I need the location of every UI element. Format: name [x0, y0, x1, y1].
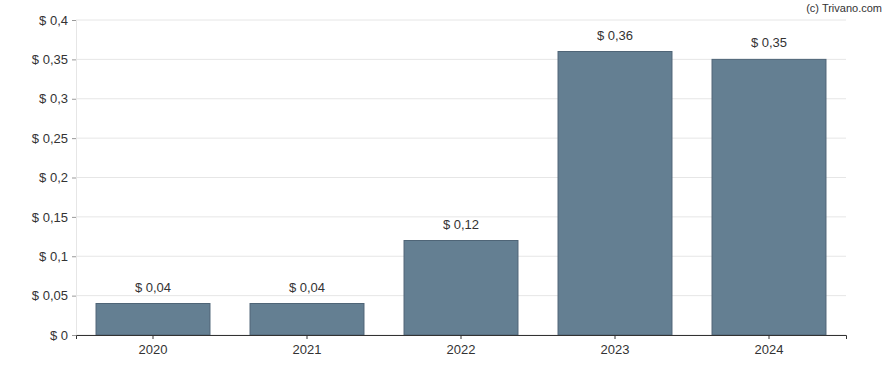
grid [76, 20, 846, 335]
y-axis: $ 0 $ 0,05 $ 0,1 $ 0,15 $ 0,2 $ 0,25 $ 0,3 $ 0,… [32, 13, 77, 343]
y-tick-label: $ 0,4 [39, 13, 68, 28]
data-label: $ 0,04 [289, 280, 325, 295]
y-tick: $ 0 [50, 328, 76, 343]
y-tick: $ 0,15 [32, 210, 76, 225]
data-label: $ 0,35 [751, 35, 787, 50]
x-tick: 2024 [755, 335, 784, 357]
y-tick-label: $ 0,1 [39, 249, 68, 264]
y-tick-mark [72, 217, 76, 218]
x-tick: 2021 [293, 335, 322, 357]
bar [558, 52, 672, 336]
y-tick: $ 0,2 [39, 170, 76, 185]
x-tick-mark [307, 335, 308, 339]
x-tick: 2023 [601, 335, 630, 357]
x-tick-label: 2024 [755, 342, 784, 357]
y-tick-mark [72, 256, 76, 257]
y-tick: $ 0,25 [32, 131, 76, 146]
x-tick-mark [615, 335, 616, 339]
y-tick-label: $ 0,15 [32, 210, 68, 225]
x-tick-label: 2023 [601, 342, 630, 357]
y-tick-label: $ 0,05 [32, 288, 68, 303]
y-tick-mark [72, 59, 76, 60]
x-axis: 2020 2021 2022 2023 2024 [77, 335, 847, 357]
x-tick-mark [153, 335, 154, 339]
y-tick-mark [72, 138, 76, 139]
x-tick-label: 2020 [139, 342, 168, 357]
bar [250, 304, 364, 336]
data-label: $ 0,04 [135, 280, 171, 295]
y-tick: $ 0,05 [32, 288, 76, 303]
y-tick: $ 0,35 [32, 52, 76, 67]
x-tick-label: 2022 [447, 342, 476, 357]
x-tick: 2022 [447, 335, 476, 357]
y-tick-label: $ 0,35 [32, 52, 68, 67]
data-label: $ 0,36 [597, 28, 633, 43]
x-tick-mark [461, 335, 462, 339]
bar [96, 304, 210, 336]
y-tick-label: $ 0,3 [39, 91, 68, 106]
data-labels: $ 0,04 $ 0,04 $ 0,12 $ 0,36 $ 0,35 [135, 28, 787, 295]
y-tick-label: $ 0,25 [32, 131, 68, 146]
chart: $ 0 $ 0,05 $ 0,1 $ 0,15 $ 0,2 $ 0,25 $ 0,3 $ 0,… [0, 0, 888, 370]
y-tick: $ 0,3 [39, 91, 76, 106]
y-tick-mark [72, 178, 76, 179]
y-tick: $ 0,4 [39, 13, 76, 28]
x-tick: 2020 [139, 335, 168, 357]
y-tick-mark [72, 335, 76, 336]
bar [712, 59, 826, 335]
x-tick-mark [769, 335, 770, 339]
y-axis-line [72, 21, 77, 336]
bars [96, 52, 826, 336]
y-tick-label: $ 0 [50, 328, 68, 343]
annotation: (c) Trivano.com [806, 2, 882, 14]
plot: $ 0 $ 0,05 $ 0,1 $ 0,15 $ 0,2 $ 0,25 $ 0,3 $ 0,… [32, 13, 847, 358]
y-tick-mark [72, 99, 76, 100]
grid-line [76, 20, 846, 21]
data-label: $ 0,12 [443, 217, 479, 232]
x-tick-label: 2021 [293, 342, 322, 357]
x-axis-line [77, 336, 847, 340]
y-tick-mark [72, 296, 76, 297]
y-tick-mark [72, 20, 76, 21]
y-tick-label: $ 0,2 [39, 170, 68, 185]
bar [404, 241, 518, 336]
y-tick: $ 0,1 [39, 249, 76, 264]
